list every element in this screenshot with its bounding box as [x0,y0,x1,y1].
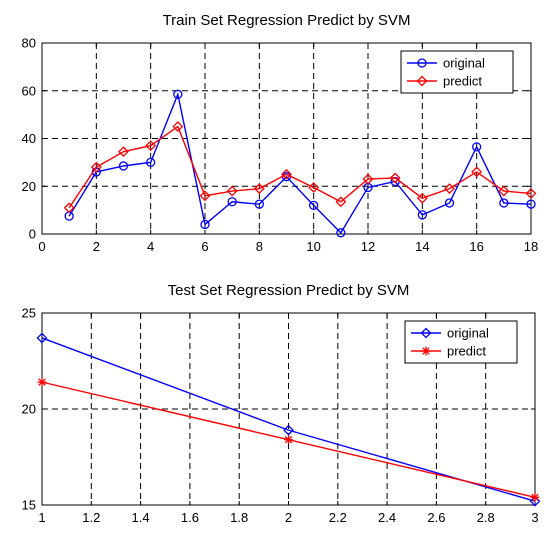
series-predict-point [416,192,428,204]
series-predict-point [145,140,157,152]
chart-1-title: Train Set Regression Predict by SVM [163,12,411,29]
x-tick-label: 2.2 [329,510,347,525]
y-tick-label: 25 [22,306,36,321]
series-predict-point [199,190,211,202]
x-tick-label: 16 [469,239,483,254]
y-tick-label: 15 [22,498,36,513]
series-original-point [200,219,210,230]
series-predict-point [444,183,455,195]
series-predict-point [362,173,374,185]
legend-item-predict: predict [407,74,482,89]
legend-swatch-marker [417,58,427,68]
series-predict-point [37,377,47,387]
x-tick-label: 6 [201,239,208,254]
legend-label: predict [447,344,486,359]
series-predict-point [253,183,265,195]
legend-box [400,50,514,94]
chart-1-grid [42,43,531,234]
x-tick-label: 0 [38,239,45,254]
x-tick-label: 18 [524,239,538,254]
series-predict-point [226,185,238,197]
series-predict-point [525,187,537,199]
legend-swatch-marker [416,75,428,87]
series-predict-point [90,161,102,173]
y-tick-label: 60 [22,83,36,98]
x-tick-label: 2.4 [378,510,396,525]
x-tick-label: 1.6 [181,510,199,525]
series-predict-point [471,166,483,178]
y-tick-label: 20 [22,402,36,417]
series-predict-point [389,172,401,184]
series-original-point [227,197,237,207]
y-tick-label: 80 [22,36,36,51]
x-tick-label: 1.4 [132,510,150,525]
x-tick-label: 1.2 [82,510,100,525]
chart-1-legend: original predict [400,50,514,94]
series-original-point [309,200,319,211]
x-tick-label: 14 [415,239,429,254]
series-original-point [173,89,183,99]
series-predict-point [530,492,540,502]
series-original-point [499,198,509,208]
series-predict-point [63,202,75,214]
series-predict-point [335,196,347,208]
series-predict-point [308,182,320,193]
chart-2-legend: original predict [404,320,518,364]
x-tick-label: 2.8 [477,510,495,525]
series-original-point [444,198,455,208]
series-predict-point [118,146,129,158]
series-predict-point [281,168,292,180]
y-tick-label: 0 [29,227,36,242]
legend-item-original: original [407,56,485,71]
x-tick-label: 1 [38,510,45,525]
legend-box [404,320,518,364]
legend-item-original: original [411,326,489,341]
series-original-point [254,199,264,209]
legend-swatch-marker [420,327,432,339]
series-predict-point [284,435,293,445]
y-tick-label: 40 [22,131,36,146]
series-original-point [146,157,156,168]
chart-2: Test Set Regression Predict by SVM 1 1.2 1.… [22,282,541,525]
series-predict-point [498,185,510,197]
series-predict [37,377,540,502]
series-original-point [526,199,536,209]
legend-label: predict [443,74,482,89]
x-tick-label: 2 [285,510,292,525]
chart-2-title: Test Set Regression Predict by SVM [168,282,410,299]
series-original-point [118,161,129,171]
x-tick-label: 12 [361,239,375,254]
series-predict-point [172,121,184,132]
series-original-point [472,142,482,152]
series-original-point [283,424,294,436]
series-predict-line [68,125,532,209]
series-predict [63,121,537,214]
x-tick-label: 2 [93,239,100,254]
x-tick-label: 2.6 [427,510,445,525]
series-original-point [417,210,427,220]
chart-1: Train Set Regression Predict by SVM 0 2 4 6 8… [22,12,539,254]
series-original-point [36,332,48,344]
legend-label: original [443,56,485,71]
x-tick-label: 1.8 [230,510,248,525]
legend-label: original [447,326,489,341]
x-tick-label: 3 [531,510,538,525]
x-tick-label: 10 [306,239,320,254]
series-original-point [336,228,346,238]
legend-item-predict: predict [411,344,486,359]
y-tick-label: 20 [22,179,36,194]
x-tick-label: 4 [147,239,154,254]
legend-swatch-marker [421,346,431,356]
x-tick-label: 8 [256,239,263,254]
